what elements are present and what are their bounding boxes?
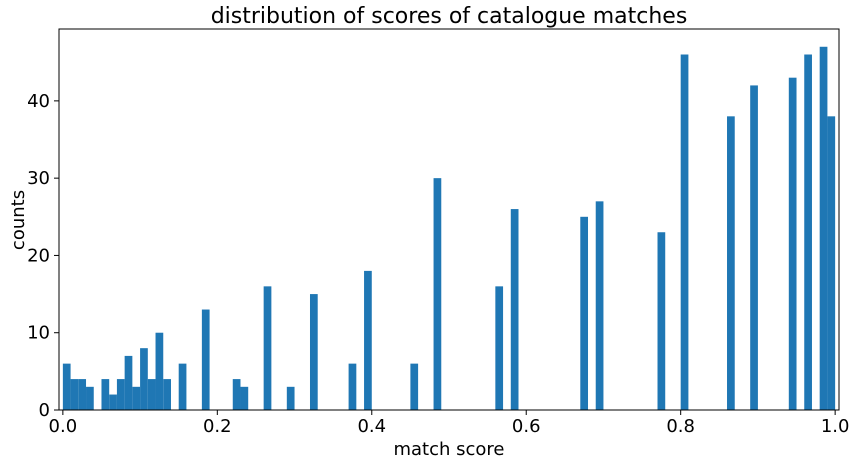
- y-axis-ticks: 0 10 20 30 40: [27, 91, 59, 421]
- histogram-bar: [70, 379, 79, 410]
- y-tick-label: 10: [27, 323, 50, 344]
- histogram-bar: [788, 77, 797, 410]
- x-tick-label: 0.0: [49, 416, 78, 437]
- histogram-bar: [595, 201, 604, 410]
- histogram-bar: [140, 348, 148, 410]
- histogram-bar: [78, 379, 87, 410]
- histogram-bar: [819, 46, 828, 411]
- y-tick-label: 40: [27, 91, 50, 112]
- histogram-bar: [827, 116, 836, 410]
- histogram-bar: [495, 286, 504, 410]
- histogram-bar: [178, 363, 187, 410]
- histogram-bar: [750, 85, 758, 411]
- plot-frame: [58, 28, 840, 411]
- x-tick-label: 0.4: [357, 416, 386, 437]
- histogram-bar: [124, 355, 133, 410]
- histogram-bar: [101, 379, 110, 410]
- histogram-bar: [433, 178, 442, 410]
- histogram-bar: [286, 386, 295, 410]
- histogram-bar: [804, 54, 812, 410]
- histogram-bar: [240, 386, 249, 410]
- histogram-bar: [232, 379, 241, 410]
- histogram-bar: [116, 379, 125, 410]
- x-axis-label: match score: [393, 439, 504, 460]
- histogram-bar: [109, 394, 117, 410]
- histogram-bar: [86, 386, 94, 410]
- x-tick-label: 1.0: [821, 416, 850, 437]
- x-axis-ticks: 0.0 0.2 0.4 0.6 0.8 1.0: [49, 410, 850, 437]
- x-tick-label: 0.2: [203, 416, 232, 437]
- histogram-bar: [510, 209, 519, 410]
- histogram-bar: [657, 232, 666, 410]
- histogram-bar: [727, 116, 735, 410]
- histogram-bar: [364, 270, 372, 410]
- histogram-bar: [201, 309, 210, 410]
- bars-layer: [62, 46, 836, 411]
- histogram-bar: [410, 363, 419, 410]
- x-tick-label: 0.8: [666, 416, 695, 437]
- y-tick-label: 30: [27, 168, 50, 189]
- histogram-bar: [132, 386, 141, 410]
- histogram-bar: [163, 379, 171, 410]
- histogram-bar: [147, 379, 156, 410]
- histogram-bar: [155, 332, 164, 410]
- histogram-bar: [580, 216, 589, 410]
- y-axis-label: counts: [8, 190, 29, 250]
- histogram-bar: [348, 363, 357, 410]
- x-tick-label: 0.6: [512, 416, 541, 437]
- histogram-bar: [263, 286, 272, 410]
- y-tick-label: 20: [27, 245, 50, 266]
- histogram-bar: [309, 294, 318, 410]
- chart-title: distribution of scores of catalogue matc…: [211, 4, 688, 29]
- histogram-bar: [62, 363, 71, 410]
- y-tick-label: 0: [39, 400, 50, 421]
- histogram-bar: [680, 54, 689, 410]
